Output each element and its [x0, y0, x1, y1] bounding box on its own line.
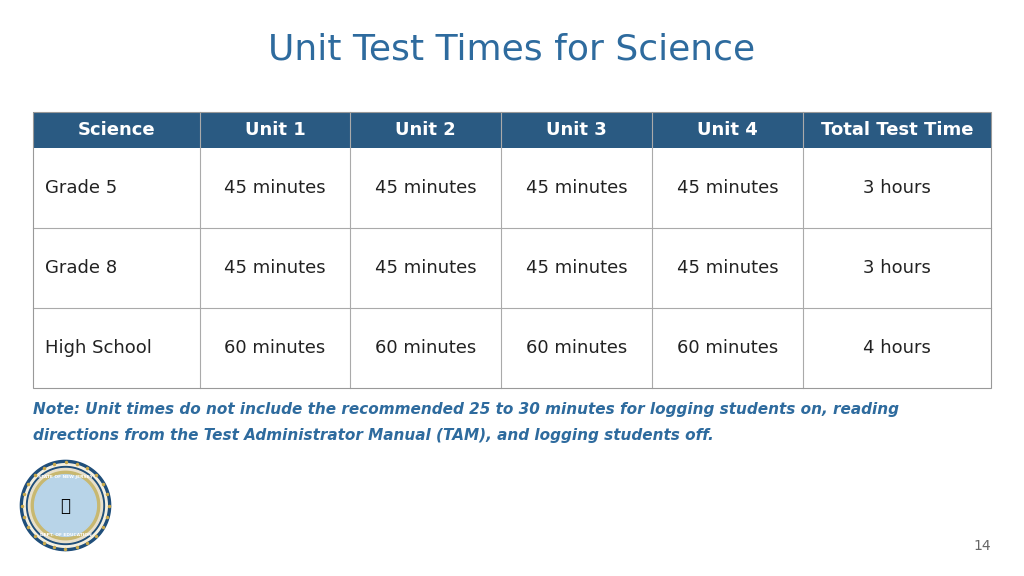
Text: 45 minutes: 45 minutes — [525, 179, 628, 197]
Polygon shape — [20, 460, 111, 551]
Text: Science: Science — [78, 121, 155, 139]
Text: Unit 3: Unit 3 — [546, 121, 607, 139]
Text: 14: 14 — [974, 539, 991, 553]
Text: 60 minutes: 60 minutes — [677, 339, 778, 357]
Polygon shape — [29, 468, 102, 543]
Text: 45 minutes: 45 minutes — [224, 179, 326, 197]
Text: Unit 4: Unit 4 — [697, 121, 758, 139]
Text: High School: High School — [45, 339, 152, 357]
Text: Unit Test Times for Science: Unit Test Times for Science — [268, 33, 756, 67]
Text: 3 hours: 3 hours — [863, 259, 931, 277]
Text: 45 minutes: 45 minutes — [677, 179, 778, 197]
Text: Note: Unit times do not include the recommended 25 to 30 minutes for logging stu: Note: Unit times do not include the reco… — [33, 402, 899, 417]
Text: 3 hours: 3 hours — [863, 179, 931, 197]
Text: 60 minutes: 60 minutes — [224, 339, 326, 357]
Text: 60 minutes: 60 minutes — [375, 339, 476, 357]
Text: Unit 1: Unit 1 — [245, 121, 305, 139]
Text: Grade 5: Grade 5 — [45, 179, 118, 197]
Text: directions from the Test Administrator Manual (TAM), and logging students off.: directions from the Test Administrator M… — [33, 428, 714, 443]
Text: 🏛: 🏛 — [60, 497, 71, 514]
Polygon shape — [32, 471, 99, 540]
Text: 45 minutes: 45 minutes — [525, 259, 628, 277]
Text: 45 minutes: 45 minutes — [375, 179, 476, 197]
Text: 45 minutes: 45 minutes — [677, 259, 778, 277]
Polygon shape — [24, 464, 108, 547]
Text: Total Test Time: Total Test Time — [821, 121, 973, 139]
Text: Unit 2: Unit 2 — [395, 121, 457, 139]
Text: 45 minutes: 45 minutes — [375, 259, 476, 277]
Text: 45 minutes: 45 minutes — [224, 259, 326, 277]
Text: Grade 8: Grade 8 — [45, 259, 117, 277]
Text: DEPT. OF EDUCATION: DEPT. OF EDUCATION — [40, 533, 91, 537]
Polygon shape — [27, 467, 104, 544]
Text: 4 hours: 4 hours — [863, 339, 931, 357]
Polygon shape — [35, 475, 96, 536]
Text: 60 minutes: 60 minutes — [526, 339, 628, 357]
Text: STATE OF NEW JERSEY: STATE OF NEW JERSEY — [38, 475, 93, 479]
